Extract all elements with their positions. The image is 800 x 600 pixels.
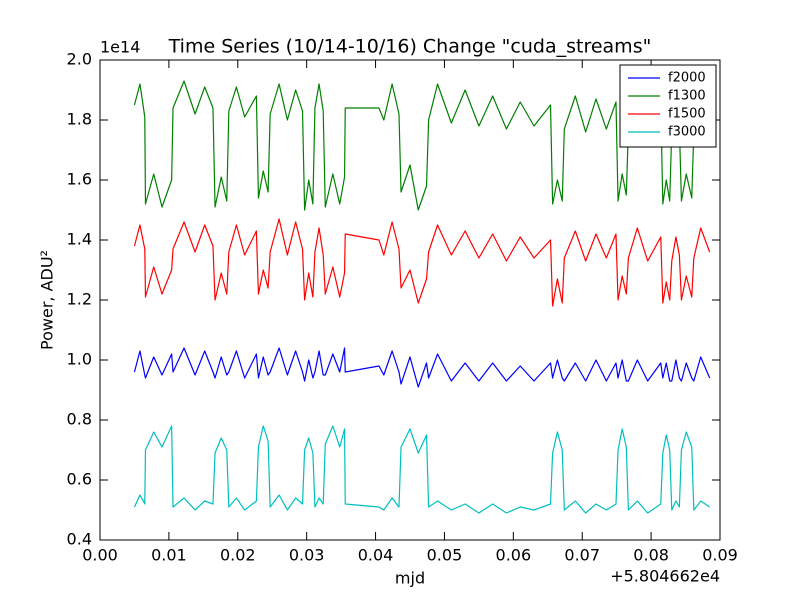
y-tick-label: 0.4 [67, 530, 92, 549]
x-tick-label: 0.09 [702, 546, 738, 565]
y-tick-label: 1.8 [67, 110, 92, 129]
legend-label: f1300 [668, 89, 706, 104]
y-offset-label: 1e14 [100, 38, 140, 57]
legend-label: f3000 [668, 125, 706, 140]
y-tick-label: 1.4 [67, 230, 92, 249]
legend-label: f1500 [668, 107, 706, 122]
y-tick-label: 1.0 [67, 350, 92, 369]
x-tick-label: 0.07 [564, 546, 600, 565]
y-axis-label: Power, ADU² [38, 250, 57, 350]
plot-frame [99, 59, 721, 541]
legend-box [619, 64, 717, 148]
x-tick-label: 0.03 [289, 546, 325, 565]
series-line [133, 218, 711, 307]
series-line [133, 425, 711, 514]
x-tick-label: 0.08 [633, 546, 669, 565]
x-tick-label: 0.00 [82, 546, 118, 565]
x-axis-label: mjd [395, 569, 425, 588]
y-tick-label: 1.2 [67, 290, 92, 309]
x-tick-label: 0.02 [220, 546, 256, 565]
legend-label: f2000 [668, 71, 706, 86]
y-tick-label: 1.6 [67, 170, 92, 189]
y-tick-label: 2.0 [67, 50, 92, 69]
x-tick-label: 0.06 [496, 546, 532, 565]
y-tick-label: 0.6 [67, 470, 92, 489]
x-tick-label: 0.05 [427, 546, 463, 565]
series-line [133, 347, 711, 388]
chart-title: Time Series (10/14-10/16) Change "cuda_s… [168, 36, 652, 58]
x-tick-label: 0.04 [358, 546, 394, 565]
x-tick-label: 0.01 [151, 546, 187, 565]
x-offset-label: +5.804662e4 [610, 567, 720, 586]
y-tick-label: 0.8 [67, 410, 92, 429]
